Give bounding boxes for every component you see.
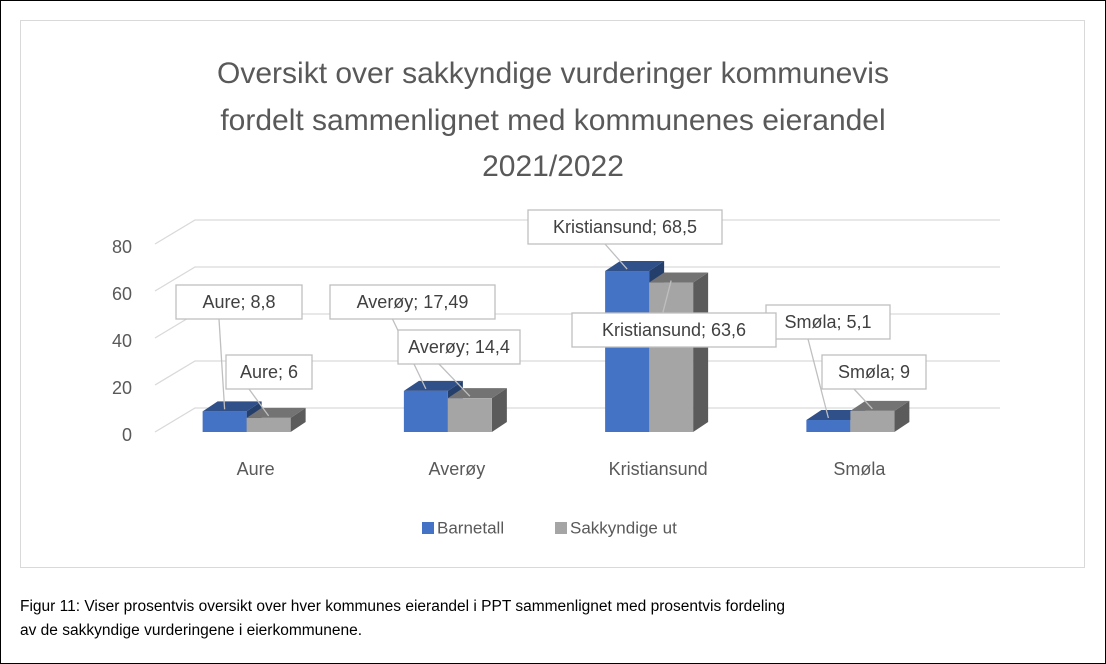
bar <box>806 420 851 432</box>
data-label-box <box>527 209 723 245</box>
x-tick-label: Aure <box>237 459 275 479</box>
grid-line <box>154 266 1000 292</box>
bar-top <box>605 261 665 272</box>
bar-top <box>850 400 910 411</box>
caption: av de sakkyndige vurderingene i eierkomm… <box>20 622 362 639</box>
chart-title: fordelt sammenlignet med kommunenes eier… <box>220 104 885 137</box>
leader-line <box>438 363 471 397</box>
legend-label: Barnetall <box>437 518 504 537</box>
data-label: Averøy; 14,4 <box>408 337 510 357</box>
data-label-box <box>329 284 496 320</box>
bar-top <box>202 401 262 412</box>
chart-title: Oversikt over sakkyndige vurderinger kom… <box>217 57 889 90</box>
bar-top <box>246 407 306 418</box>
data-label-box <box>571 312 777 348</box>
bar-side <box>290 407 306 432</box>
bar <box>403 390 448 432</box>
grid-line <box>154 407 1000 433</box>
caption: Figur 11: Viser prosentvis oversikt over… <box>20 598 785 615</box>
legend-label: Sakkyndige ut <box>570 518 677 537</box>
leader-line <box>604 243 628 270</box>
chart-title: 2021/2022 <box>482 150 624 183</box>
leader-line <box>807 338 830 419</box>
data-label: Aure; 8,8 <box>202 292 275 312</box>
data-label: Kristiansund; 63,6 <box>602 320 746 340</box>
legend-swatch <box>555 522 567 534</box>
y-tick-label: 60 <box>112 284 132 304</box>
bar-side <box>894 400 910 432</box>
x-tick-label: Averøy <box>429 459 486 479</box>
y-tick-label: 20 <box>112 378 132 398</box>
bar <box>202 411 247 432</box>
bar-side <box>693 272 709 432</box>
data-label-box <box>175 284 303 320</box>
bar-top <box>649 272 709 283</box>
grid-line <box>154 360 1000 386</box>
data-label-box <box>821 354 927 390</box>
leader-line <box>248 388 270 417</box>
data-label: Smøla; 5,1 <box>784 312 871 332</box>
bar-top <box>403 380 463 391</box>
bar-side <box>491 388 507 432</box>
data-label: Kristiansund; 68,5 <box>553 217 697 237</box>
bar <box>605 271 650 432</box>
bar <box>447 398 492 432</box>
y-tick-label: 80 <box>112 237 132 257</box>
bar <box>246 417 291 432</box>
data-label-box <box>765 304 891 340</box>
data-label-box <box>397 329 521 365</box>
data-label: Aure; 6 <box>240 362 298 382</box>
data-label-box <box>225 354 313 390</box>
y-tick-label: 40 <box>112 331 132 351</box>
bar <box>850 410 895 432</box>
grid-line <box>154 219 1000 245</box>
y-tick-label: 0 <box>122 425 132 445</box>
bar-top <box>447 388 507 399</box>
x-tick-label: Kristiansund <box>609 459 708 479</box>
legend-swatch <box>422 522 434 534</box>
leader-line <box>218 318 226 410</box>
x-tick-label: Smøla <box>833 459 886 479</box>
bar <box>649 282 694 432</box>
leader-line <box>853 388 873 410</box>
data-label: Smøla; 9 <box>838 362 910 382</box>
data-label: Averøy; 17,49 <box>357 292 469 312</box>
